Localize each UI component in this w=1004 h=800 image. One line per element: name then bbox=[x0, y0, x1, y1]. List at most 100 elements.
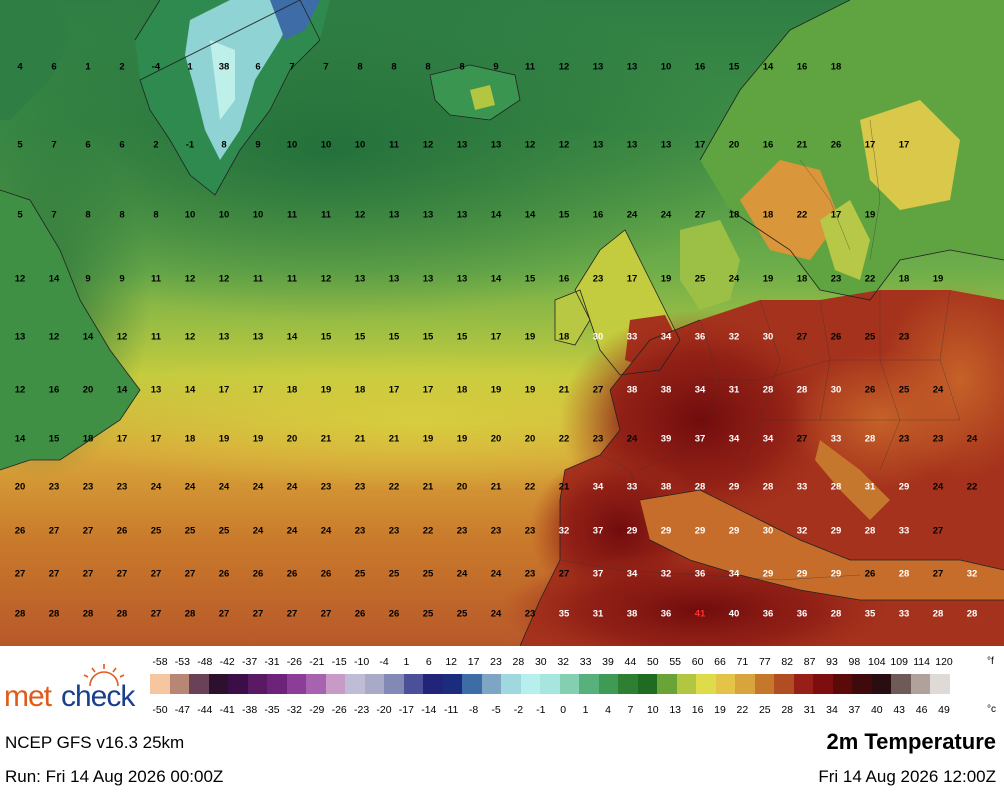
grid-temp-label: 27 bbox=[14, 568, 26, 580]
grid-temp-label: 7 bbox=[323, 61, 329, 73]
grid-temp-label: 11 bbox=[252, 273, 264, 285]
greenland-cold-spot bbox=[270, 0, 320, 40]
color-swatch bbox=[462, 674, 483, 694]
fahrenheit-tick: 104 bbox=[868, 656, 886, 668]
grid-temp-label: 15 bbox=[354, 331, 366, 343]
grid-temp-label: 8 bbox=[459, 61, 465, 73]
fahrenheit-tick: 87 bbox=[803, 656, 816, 668]
grid-temp-label: 30 bbox=[830, 384, 842, 396]
grid-temp-label: 16 bbox=[592, 209, 604, 221]
color-swatch bbox=[189, 674, 210, 694]
country-borders bbox=[559, 119, 961, 581]
valid-time: Fri 14 Aug 2026 12:00Z bbox=[818, 767, 996, 786]
celsius-tick: 4 bbox=[605, 704, 611, 716]
grid-temp-label: 10 bbox=[660, 61, 672, 73]
grid-temp-label: 25 bbox=[354, 568, 366, 580]
grid-temp-label: 27 bbox=[184, 568, 196, 580]
grid-temp-label: 8 bbox=[221, 139, 227, 151]
celsius-tick: -41 bbox=[219, 704, 235, 716]
color-swatch bbox=[150, 674, 170, 694]
grid-temp-label: 26 bbox=[388, 608, 400, 620]
grid-temp-label: 24 bbox=[456, 568, 468, 580]
temperature-map: 4 6 1 2 -4 1 38 6 7 7 8 8 8 8 9 11 12 13 13 10 16 15 14 16 18 5 7 6… bbox=[0, 0, 1004, 646]
celsius-tick: -17 bbox=[398, 704, 414, 716]
grid-temp-label: 36 bbox=[796, 608, 808, 620]
grid-temp-label: 31 bbox=[864, 481, 876, 493]
grid-temp-label: 18 bbox=[728, 209, 740, 221]
grid-temp-label: 13 bbox=[626, 61, 638, 73]
grid-temp-label: 12 bbox=[116, 331, 128, 343]
color-swatch bbox=[169, 674, 190, 694]
grid-temp-label: 22 bbox=[388, 481, 400, 493]
grid-temp-label: 6 bbox=[51, 61, 57, 73]
celsius-tick: 46 bbox=[915, 704, 928, 716]
celsius-tick: 40 bbox=[870, 704, 883, 716]
grid-temp-label: 32 bbox=[558, 525, 570, 537]
grid-temp-label: 17 bbox=[388, 384, 400, 396]
grid-temp-label: 27 bbox=[48, 568, 60, 580]
celsius-tick: -50 bbox=[152, 704, 168, 716]
grid-temp-label: 24 bbox=[320, 525, 332, 537]
fahrenheit-tick: -58 bbox=[152, 656, 168, 668]
celsius-tick: 10 bbox=[646, 704, 659, 716]
grid-temp-label: 27 bbox=[116, 568, 128, 580]
grid-temp-label: 35 bbox=[558, 608, 570, 620]
grid-temp-label: 23 bbox=[830, 273, 842, 285]
color-swatch bbox=[208, 674, 229, 694]
grid-temp-label: 10 bbox=[252, 209, 264, 221]
run-time: Run: Fri 14 Aug 2026 00:00Z bbox=[5, 767, 224, 786]
celsius-tick: -20 bbox=[376, 704, 392, 716]
baffin-island bbox=[0, 0, 70, 120]
grid-temp-label: 17 bbox=[150, 433, 162, 445]
grid-temp-label: 4 bbox=[17, 61, 23, 73]
grid-temp-label: 39 bbox=[660, 433, 672, 445]
grid-temp-label: 19 bbox=[932, 273, 944, 285]
grid-temp-label: 28 bbox=[14, 608, 26, 620]
grid-temp-label: 25 bbox=[150, 525, 162, 537]
grid-temp-label: 19 bbox=[762, 273, 774, 285]
grid-temp-label: 8 bbox=[119, 209, 125, 221]
grid-temp-label: 17 bbox=[864, 139, 876, 151]
color-swatch bbox=[345, 674, 366, 694]
grid-temp-label: 11 bbox=[320, 209, 332, 221]
celsius-tick: 25 bbox=[758, 704, 771, 716]
grid-temp-label: -4 bbox=[151, 61, 161, 73]
grid-temp-label: 22 bbox=[796, 209, 808, 221]
color-swatch bbox=[286, 674, 307, 694]
model-name: NCEP GFS v16.3 25km bbox=[5, 733, 185, 752]
grid-temp-label: 13 bbox=[422, 209, 434, 221]
celsius-tick: -23 bbox=[354, 704, 370, 716]
fahrenheit-tick: -21 bbox=[309, 656, 325, 668]
grid-temp-label: 23 bbox=[592, 273, 604, 285]
grid-temp-label: 14 bbox=[14, 433, 26, 445]
color-swatch bbox=[832, 674, 853, 694]
grid-temp-label: 34 bbox=[660, 331, 672, 343]
north-america bbox=[0, 190, 140, 470]
celsius-tick: 43 bbox=[893, 704, 906, 716]
grid-temp-label: 18 bbox=[286, 384, 298, 396]
grid-temp-label: 27 bbox=[82, 525, 94, 537]
grid-temp-label: 26 bbox=[116, 525, 128, 537]
map-shapes bbox=[0, 0, 1004, 646]
grid-temp-label: 34 bbox=[694, 384, 706, 396]
grid-temp-label: 21 bbox=[490, 481, 502, 493]
grid-temp-label: 31 bbox=[728, 384, 740, 396]
grid-temp-label: 28 bbox=[966, 608, 978, 620]
celsius-tick: 1 bbox=[582, 704, 589, 716]
grid-temp-label: 19 bbox=[456, 433, 468, 445]
grid-temp-label: 7 bbox=[51, 209, 57, 221]
grid-temp-label: 23 bbox=[490, 525, 502, 537]
fahrenheit-tick: 114 bbox=[913, 656, 930, 668]
grid-temp-label: 11 bbox=[286, 273, 298, 285]
grid-temp-label: 23 bbox=[116, 481, 128, 493]
celsius-tick: -32 bbox=[286, 704, 302, 716]
grid-temp-label: 26 bbox=[252, 568, 264, 580]
celsius-tick: -11 bbox=[443, 704, 459, 716]
grid-temp-label: 12 bbox=[558, 139, 570, 151]
grid-temp-label: 19 bbox=[252, 433, 264, 445]
grid-temp-label: 9 bbox=[119, 273, 125, 285]
color-swatch bbox=[657, 674, 678, 694]
grid-temp-label: 28 bbox=[830, 481, 842, 493]
grid-temp-label: 27 bbox=[150, 568, 162, 580]
grid-temp-label: 19 bbox=[218, 433, 230, 445]
